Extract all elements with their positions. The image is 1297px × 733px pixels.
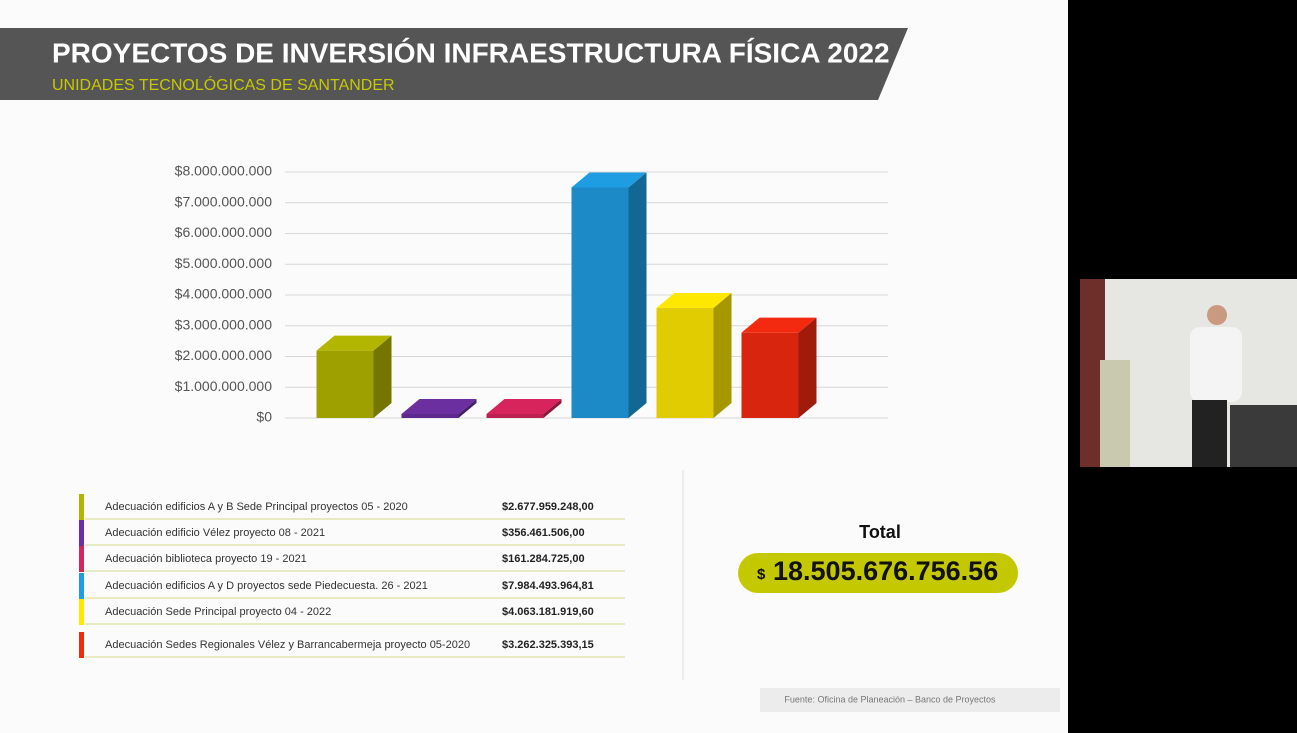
webcam-screen	[1230, 405, 1297, 467]
bar-side	[713, 293, 732, 418]
bar	[656, 308, 714, 418]
bar	[741, 332, 799, 418]
row-label: Adecuación Sede Principal proyecto 04 - …	[105, 606, 331, 618]
bar-top	[571, 172, 647, 188]
y-tick-label: $0	[256, 409, 272, 425]
bar-side	[798, 317, 817, 418]
row-amount: $2.677.959.248,00	[502, 501, 594, 513]
row-color-bar	[79, 520, 84, 546]
y-tick-label: $2.000.000.000	[175, 347, 273, 363]
bar-top	[316, 335, 392, 351]
total-amount: 18.505.676.756.56	[773, 556, 998, 586]
source: Fuente: Oficina de Planeación – Banco de…	[784, 694, 996, 704]
row-amount: $356.461.506,00	[502, 527, 585, 539]
row-amount: $4.063.181.919,60	[502, 606, 594, 618]
row-amount: $161.284.725,00	[502, 553, 585, 565]
slide	[0, 0, 1068, 733]
bar-top	[486, 399, 562, 414]
bar	[316, 350, 374, 418]
bar	[401, 414, 459, 418]
source-bar	[760, 688, 1060, 712]
bar-side	[458, 399, 477, 418]
row-color-bar	[79, 632, 84, 658]
row-color-bar	[79, 494, 84, 520]
y-tick-label: $6.000.000.000	[175, 224, 273, 240]
y-tick-label: $3.000.000.000	[175, 316, 273, 332]
bar-top	[741, 317, 817, 333]
y-tick-label: $5.000.000.000	[175, 255, 273, 271]
bar-side	[543, 399, 562, 418]
webcam-podium	[1100, 360, 1130, 467]
y-tick-label: $1.000.000.000	[175, 378, 273, 394]
row-label: Adecuación edificio Vélez proyecto 08 - …	[105, 527, 325, 539]
row-color-bar	[79, 599, 84, 625]
row-amount: $3.262.325.393,15	[502, 639, 594, 651]
row-amount: $7.984.493.964,81	[502, 580, 594, 592]
total-label: Total	[859, 522, 901, 542]
bar-side	[373, 335, 392, 418]
row-color-bar	[79, 546, 84, 572]
y-tick-label: $8.000.000.000	[175, 163, 273, 179]
y-tick-label: $4.000.000.000	[175, 286, 273, 302]
total-currency: $	[757, 566, 766, 583]
bar	[571, 187, 629, 418]
bar-top	[656, 293, 732, 309]
webcam-person-legs	[1192, 400, 1227, 467]
row-label: Adecuación edificios A y D proyectos sed…	[105, 580, 428, 592]
webcam	[1080, 279, 1297, 467]
row-label: Adecuación edificios A y B Sede Principa…	[105, 501, 408, 513]
bar-side	[628, 172, 647, 418]
title-banner	[0, 28, 908, 100]
row-label: Adecuación Sedes Regionales Vélez y Barr…	[105, 639, 470, 651]
bar-top	[401, 399, 477, 414]
row-label: Adecuación biblioteca proyecto 19 - 2021	[105, 553, 307, 565]
bar	[486, 414, 544, 418]
webcam-person-head	[1207, 305, 1227, 325]
title: PROYECTOS DE INVERSIÓN INFRAESTRUCTURA F…	[52, 37, 890, 68]
row-color-bar	[79, 573, 84, 599]
total-pill	[738, 553, 1018, 593]
webcam-person-shirt	[1190, 327, 1242, 402]
subtitle: UNIDADES TECNOLÓGICAS DE SANTANDER	[52, 75, 395, 94]
y-tick-label: $7.000.000.000	[175, 193, 273, 209]
